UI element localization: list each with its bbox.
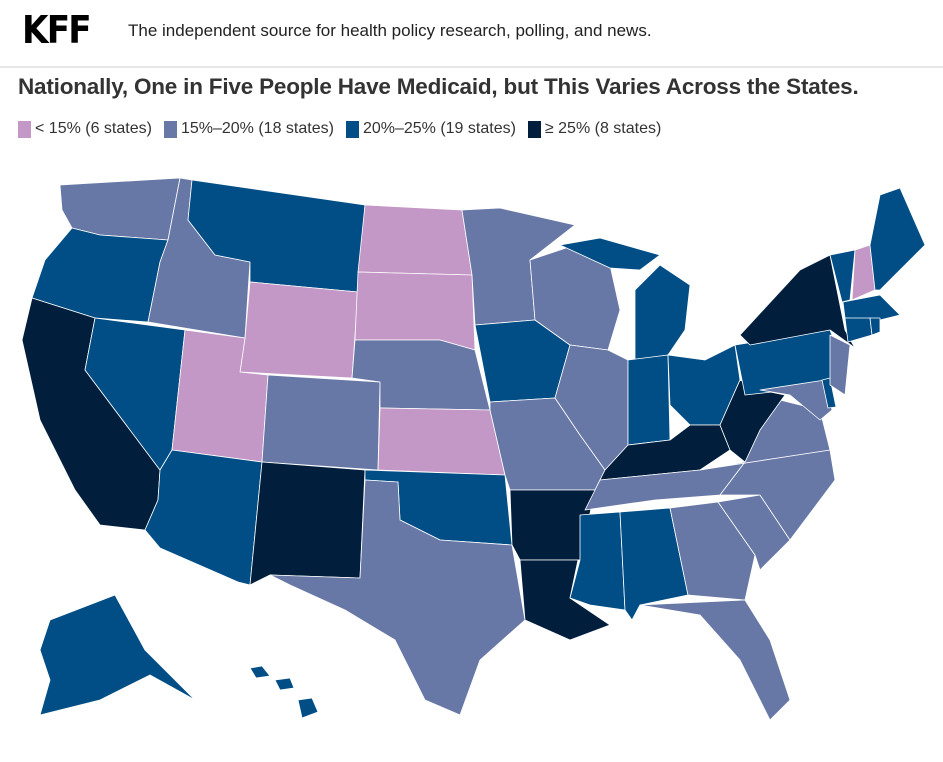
state-ga[interactable]: [669, 501, 756, 601]
state-hi[interactable]: [297, 697, 319, 719]
state-nd[interactable]: [357, 204, 473, 276]
state-me[interactable]: [869, 187, 926, 291]
state-la[interactable]: [519, 559, 611, 641]
state-hi[interactable]: [249, 665, 271, 679]
chart-title: Nationally, One in Five People Have Medi…: [18, 74, 859, 99]
state-hi[interactable]: [274, 677, 295, 691]
legend-item-gte25[interactable]: ≥ 25% (8 states): [527, 120, 662, 138]
legend-swatch: [527, 120, 541, 138]
state-ri[interactable]: [869, 317, 881, 336]
state-mi[interactable]: [634, 264, 691, 361]
site-header: KFF The independent source for health po…: [0, 0, 943, 68]
legend-item-20-25[interactable]: 20%–25% (19 states): [345, 120, 516, 138]
state-fl[interactable]: [639, 599, 791, 721]
state-ak[interactable]: [39, 594, 196, 716]
legend-label: < 15% (6 states): [35, 120, 152, 137]
state-in[interactable]: [627, 354, 671, 446]
legend-item-15-20[interactable]: 15%–20% (18 states): [163, 120, 334, 138]
legend-label: ≥ 25% (8 states): [544, 120, 662, 137]
state-sd[interactable]: [354, 271, 476, 351]
state-md[interactable]: [759, 379, 833, 421]
state-tx[interactable]: [269, 479, 526, 716]
state-de[interactable]: [821, 377, 837, 409]
state-sc[interactable]: [717, 494, 791, 571]
kff-logo[interactable]: KFF: [22, 8, 92, 52]
legend-swatch: [345, 120, 359, 138]
state-wy[interactable]: [239, 281, 359, 379]
legend-label: 20%–25% (19 states): [362, 120, 516, 137]
state-vt[interactable]: [829, 249, 856, 303]
legend-swatch: [18, 120, 31, 138]
legend-label: 15%–20% (18 states): [180, 120, 334, 137]
state-ks[interactable]: [377, 407, 506, 476]
legend-swatch: [163, 120, 177, 138]
state-nj[interactable]: [829, 334, 851, 396]
legend-item-lt15[interactable]: < 15% (6 states): [18, 120, 152, 138]
state-ct[interactable]: [844, 317, 873, 343]
state-mi[interactable]: [559, 237, 661, 271]
state-co[interactable]: [261, 374, 381, 471]
legend: < 15% (6 states) 15%–20% (18 states) 20%…: [18, 120, 661, 138]
state-nm[interactable]: [249, 461, 366, 586]
tagline: The independent source for health policy…: [128, 21, 652, 40]
state-az[interactable]: [144, 449, 263, 586]
state-ma[interactable]: [842, 294, 901, 321]
